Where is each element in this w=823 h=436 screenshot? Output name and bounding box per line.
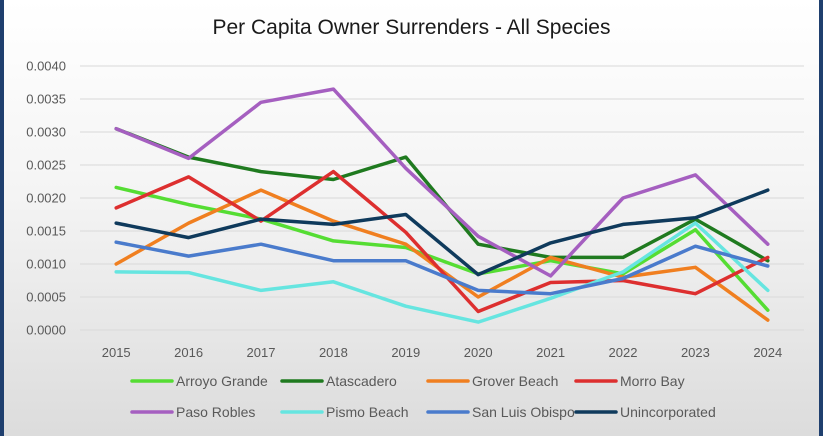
legend-item-morro-bay: Morro Bay bbox=[574, 373, 685, 389]
x-tick-label: 2023 bbox=[681, 345, 710, 360]
legend-item-pismo-beach: Pismo Beach bbox=[280, 404, 408, 420]
series-line-pismo-beach bbox=[114, 221, 770, 324]
legend-label: Morro Bay bbox=[620, 373, 685, 389]
x-tick-label: 2017 bbox=[247, 345, 276, 360]
legend-item-san-luis-obispo: San Luis Obispo bbox=[426, 404, 575, 420]
x-tick-label: 2018 bbox=[319, 345, 348, 360]
x-tick-label: 2024 bbox=[753, 345, 782, 360]
series-line-arroyo-grande bbox=[114, 185, 770, 312]
legend-label: Unincorporated bbox=[620, 404, 716, 420]
legend-label: Atascadero bbox=[326, 373, 397, 389]
x-tick-label: 2019 bbox=[391, 345, 420, 360]
legend-item-paso-robles: Paso Robles bbox=[130, 404, 255, 420]
y-tick-label: 0.0040 bbox=[26, 59, 66, 74]
y-tick-label: 0.0025 bbox=[26, 158, 66, 173]
legend-label: Pismo Beach bbox=[326, 404, 408, 420]
y-axis-ticks: 0.0000 0.0005 0.0010 0.0015 0.0020 0.0025 0.00… bbox=[26, 59, 66, 338]
y-tick-label: 0.0015 bbox=[26, 224, 66, 239]
legend-label: Arroyo Grande bbox=[176, 373, 268, 389]
legend-label: Grover Beach bbox=[472, 373, 558, 389]
x-tick-label: 2016 bbox=[174, 345, 203, 360]
x-tick-label: 2021 bbox=[536, 345, 565, 360]
chart-title: Per Capita Owner Surrenders - All Specie… bbox=[212, 16, 611, 39]
series-line-unincorporated bbox=[114, 188, 770, 277]
legend-label: San Luis Obispo bbox=[472, 404, 575, 420]
y-tick-label: 0.0020 bbox=[26, 191, 66, 206]
legend: Arroyo Grande Atascadero Grover Beach Morro… bbox=[130, 373, 716, 420]
legend-item-atascadero: Atascadero bbox=[280, 373, 397, 389]
x-tick-label: 2022 bbox=[609, 345, 638, 360]
y-tick-label: 0.0005 bbox=[26, 290, 66, 305]
x-tick-label: 2020 bbox=[464, 345, 493, 360]
legend-item-grover-beach: Grover Beach bbox=[426, 373, 558, 389]
x-tick-label: 2015 bbox=[102, 345, 131, 360]
legend-item-unincorporated: Unincorporated bbox=[574, 404, 716, 420]
chart-panel: Per Capita Owner Surrenders - All Specie… bbox=[4, 0, 819, 436]
series-line-morro-bay bbox=[114, 169, 770, 314]
y-tick-label: 0.0000 bbox=[26, 323, 66, 338]
series-line-paso-robles bbox=[114, 87, 770, 278]
y-tick-label: 0.0010 bbox=[26, 257, 66, 272]
series-line-san-luis-obispo bbox=[114, 240, 770, 296]
y-tick-label: 0.0030 bbox=[26, 125, 66, 140]
legend-label: Paso Robles bbox=[176, 404, 255, 420]
x-axis-ticks: 2015 2016 2017 2018 2019 2020 2021 2022 2023 2024 bbox=[102, 345, 783, 360]
legend-item-arroyo-grande: Arroyo Grande bbox=[130, 373, 268, 389]
line-chart: 0.0000 0.0005 0.0010 0.0015 0.0020 0.0025 0.00… bbox=[26, 59, 804, 420]
series-lines bbox=[114, 87, 770, 324]
y-tick-label: 0.0035 bbox=[26, 92, 66, 107]
